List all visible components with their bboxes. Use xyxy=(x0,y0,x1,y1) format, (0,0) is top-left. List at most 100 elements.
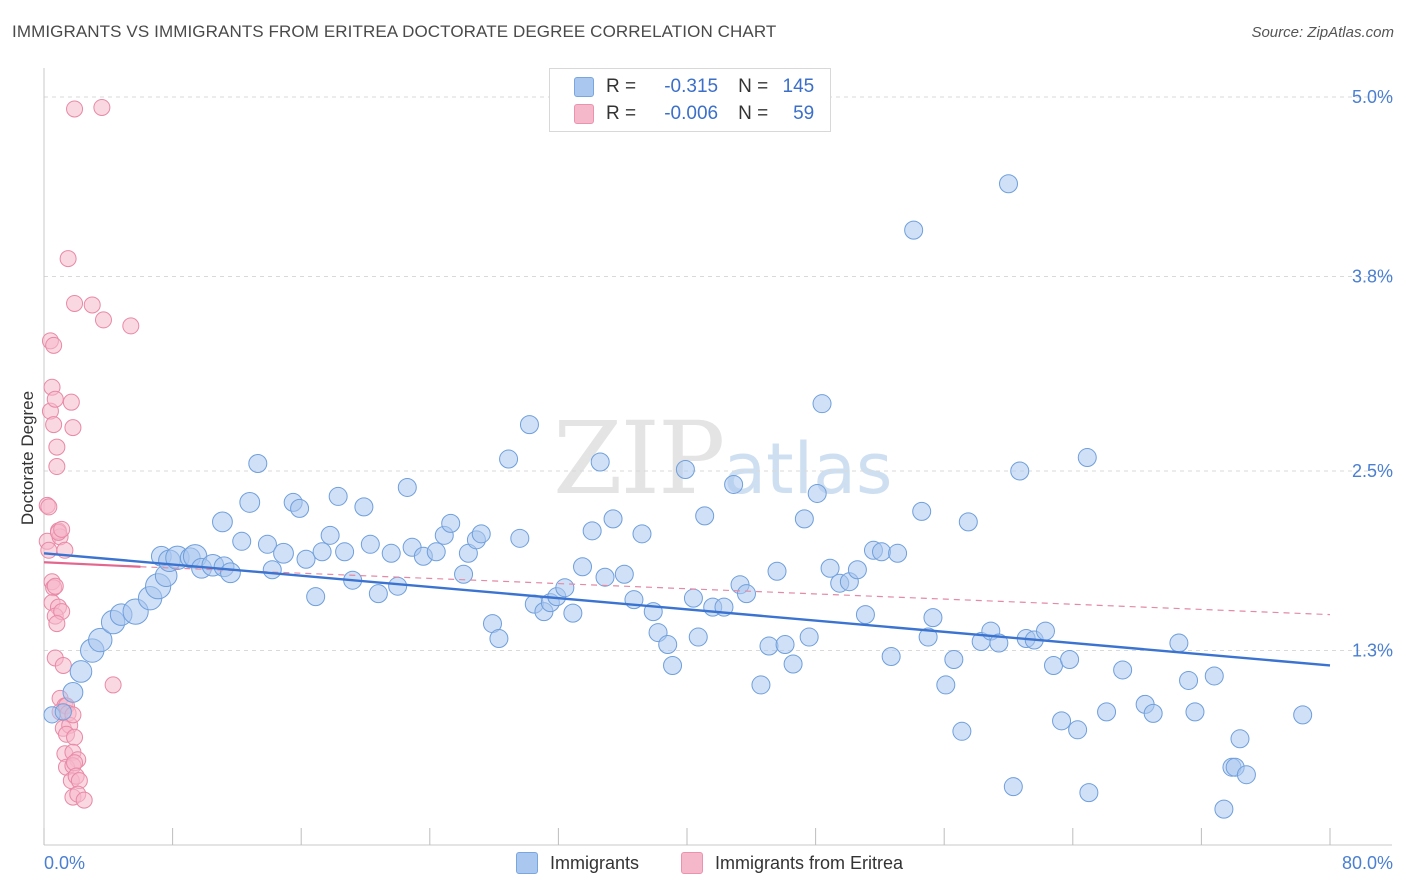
legend-swatch-pink xyxy=(681,852,703,874)
data-point-immigrants xyxy=(1068,720,1088,740)
data-point-immigrants xyxy=(767,561,787,581)
x-tick-label: 80.0% xyxy=(1342,853,1393,873)
data-point-eritrea xyxy=(54,656,72,674)
data-point-eritrea xyxy=(46,390,64,408)
data-point-immigrants xyxy=(397,477,417,497)
data-point-immigrants xyxy=(555,578,575,598)
data-point-immigrants xyxy=(759,636,779,656)
data-point-immigrants xyxy=(794,509,814,529)
data-point-immigrants xyxy=(312,542,332,562)
trendline-eritrea xyxy=(43,561,141,568)
data-point-immigrants xyxy=(426,542,446,562)
legend-r-value: -0.315 xyxy=(664,76,719,97)
data-point-immigrants xyxy=(1185,702,1205,722)
data-point-immigrants xyxy=(751,675,771,695)
data-point-immigrants xyxy=(807,483,827,503)
data-point-immigrants xyxy=(1052,711,1072,731)
trendline-eritrea-dashed xyxy=(140,566,1331,616)
data-point-immigrants xyxy=(582,521,602,541)
data-point-immigrants xyxy=(872,542,892,562)
data-point-immigrants xyxy=(952,721,972,741)
data-point-immigrants xyxy=(262,560,282,580)
data-point-eritrea xyxy=(66,728,84,746)
data-point-eritrea xyxy=(93,98,111,116)
data-point-immigrants xyxy=(683,588,703,608)
data-point-immigrants xyxy=(695,506,715,526)
data-point-immigrants xyxy=(62,682,84,703)
data-point-immigrants xyxy=(239,492,261,513)
data-point-immigrants xyxy=(1236,765,1256,785)
data-point-immigrants xyxy=(590,452,610,472)
data-point-immigrants xyxy=(1035,621,1055,641)
data-point-immigrants xyxy=(1179,670,1199,690)
data-point-immigrants xyxy=(1143,703,1163,723)
data-point-immigrants xyxy=(454,564,474,584)
data-point-eritrea xyxy=(45,336,63,354)
data-point-immigrants xyxy=(888,543,908,563)
legend-n-value: 145 xyxy=(782,76,815,97)
legend-label: Immigrants from Eritrea xyxy=(715,852,904,873)
legend-row-eritrea: R = -0.006 N = 59 xyxy=(550,101,814,127)
data-point-immigrants xyxy=(675,460,695,480)
legend-row-immigrants: R = -0.315 N = 145 xyxy=(550,74,814,100)
data-point-immigrants xyxy=(944,649,964,669)
data-point-immigrants xyxy=(220,562,241,584)
y-tick-label: 5.0% xyxy=(1352,87,1393,107)
data-point-immigrants xyxy=(855,605,875,625)
data-point-immigrants xyxy=(381,543,401,563)
data-point-immigrants xyxy=(923,608,943,628)
legend-r-value: -0.006 xyxy=(664,103,719,124)
data-point-immigrants xyxy=(1010,461,1030,481)
data-point-eritrea xyxy=(104,676,122,694)
data-point-immigrants xyxy=(783,654,803,674)
data-point-immigrants xyxy=(360,534,380,554)
data-point-immigrants xyxy=(320,525,340,545)
data-point-immigrants xyxy=(88,627,113,653)
data-point-immigrants xyxy=(736,584,756,604)
data-point-immigrants xyxy=(799,627,819,647)
data-point-eritrea xyxy=(48,615,66,633)
chart-title: IMMIGRANTS VS IMMIGRANTS FROM ERITREA DO… xyxy=(12,22,777,41)
legend-n-label: N = xyxy=(738,76,769,97)
data-point-immigrants xyxy=(1293,705,1313,725)
legend-item-eritrea[interactable]: Immigrants from Eritrea xyxy=(681,852,903,874)
data-point-immigrants xyxy=(724,474,744,494)
watermark-atlas: atlas xyxy=(723,428,893,510)
data-point-immigrants xyxy=(296,549,316,569)
legend-item-immigrants[interactable]: Immigrants xyxy=(516,852,639,874)
data-point-immigrants xyxy=(335,542,355,562)
data-point-immigrants xyxy=(54,703,72,721)
data-point-immigrants xyxy=(1214,799,1234,819)
data-point-immigrants xyxy=(881,647,901,667)
data-point-immigrants xyxy=(212,511,233,533)
data-point-eritrea xyxy=(48,438,66,456)
data-point-immigrants xyxy=(563,603,583,623)
legend-r-label: R = xyxy=(606,76,637,97)
data-point-immigrants xyxy=(519,415,539,435)
stats-legend: R = -0.315 N = 145 R = -0.006 N = 59 xyxy=(549,68,831,132)
data-point-immigrants xyxy=(1169,633,1189,653)
data-point-immigrants xyxy=(688,627,708,647)
data-point-immigrants xyxy=(1204,666,1224,686)
data-point-immigrants xyxy=(812,394,832,414)
data-point-immigrants xyxy=(248,454,268,474)
data-point-immigrants xyxy=(595,567,615,587)
data-point-immigrants xyxy=(257,534,277,554)
data-point-immigrants xyxy=(1079,783,1099,803)
data-point-immigrants xyxy=(510,528,530,548)
data-point-immigrants xyxy=(471,524,491,544)
data-point-eritrea xyxy=(46,577,64,595)
data-point-immigrants xyxy=(918,627,938,647)
data-point-eritrea xyxy=(94,311,112,329)
legend-swatch-blue xyxy=(516,852,538,874)
data-point-immigrants xyxy=(614,564,634,584)
legend-swatch-blue xyxy=(574,77,594,97)
data-point-immigrants xyxy=(658,635,678,655)
data-point-immigrants xyxy=(354,497,374,517)
data-point-immigrants xyxy=(912,501,932,521)
data-point-eritrea xyxy=(62,393,80,411)
data-point-immigrants xyxy=(958,512,978,532)
data-point-immigrants xyxy=(388,576,408,596)
data-point-immigrants xyxy=(989,633,1009,653)
